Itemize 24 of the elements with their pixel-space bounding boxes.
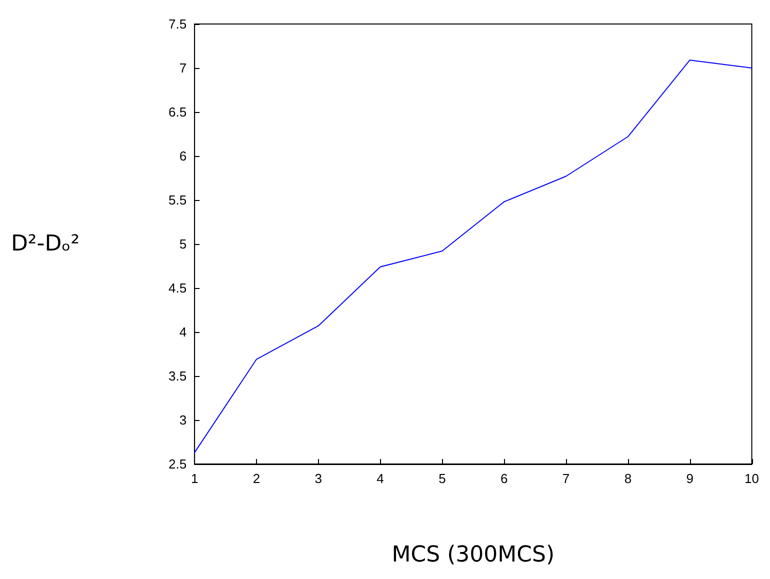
- line-series: [194, 60, 752, 454]
- x-tick-label: 5: [438, 471, 446, 486]
- x-tick-label: 2: [252, 471, 260, 486]
- y-tick-label: 3: [179, 412, 187, 428]
- x-tick-label: 4: [376, 471, 384, 486]
- y-tick-label: 5: [179, 236, 187, 252]
- x-axis-title: MCS (300MCS): [392, 542, 555, 568]
- x-tick-label: 6: [500, 471, 508, 486]
- y-tick-label: 2.5: [168, 456, 187, 472]
- y-tick-label: 5.5: [168, 192, 187, 208]
- y-axis-title: D²-Dₒ²: [10, 232, 80, 256]
- y-tick-label: 6.5: [168, 104, 187, 120]
- y-tick-label: 7.5: [168, 16, 187, 32]
- y-tick-label: 7: [179, 60, 187, 76]
- x-tick-label: 1: [190, 471, 198, 486]
- x-tick-label: 7: [562, 471, 570, 486]
- y-tick-label: 4: [179, 324, 187, 340]
- y-tick-label: 4.5: [168, 280, 187, 296]
- x-tick-label: 9: [686, 471, 694, 486]
- x-tick-label: 8: [624, 471, 632, 486]
- x-tick-label: 3: [314, 471, 322, 486]
- y-tick-label: 6: [179, 148, 187, 164]
- x-tick-label: 10: [744, 471, 760, 486]
- y-tick-label: 3.5: [168, 368, 187, 384]
